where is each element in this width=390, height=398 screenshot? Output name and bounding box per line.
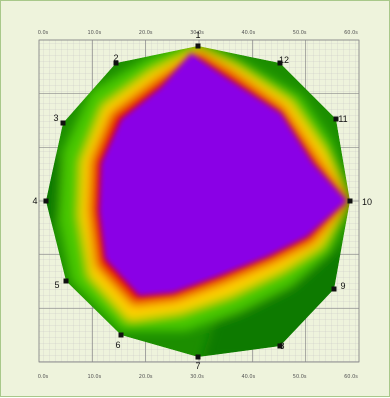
sensor-marker-7 <box>195 354 201 360</box>
bottom-axis: 0.0s 10.0s 20.0s 30.0s 40.0s 50.0s 60.0s <box>38 374 359 380</box>
bottom-tick-label: 40.0s <box>241 374 255 380</box>
top-axis: 0.0s 10.0s 20.0s 30.0s 40.0s 50.0s 60.0s <box>38 30 359 36</box>
top-tick-label: 30.0s <box>190 30 204 36</box>
bottom-tick-label: 20.0s <box>139 374 153 380</box>
top-tick-label: 60.0s <box>344 30 358 36</box>
top-tick-label: 0.0s <box>38 30 49 36</box>
bottom-tick-label: 0.0s <box>38 374 49 380</box>
heat-field <box>46 46 350 357</box>
sensor-label-10: 10 <box>362 197 372 207</box>
sensor-marker-10 <box>347 198 353 204</box>
sensor-label-7: 7 <box>195 361 200 371</box>
sensor-label-11: 11 <box>338 114 347 124</box>
sensor-label-5: 5 <box>54 280 59 290</box>
sensor-label-12: 12 <box>279 55 289 65</box>
sensor-marker-8 <box>277 343 283 349</box>
bottom-tick-label: 50.0s <box>293 374 307 380</box>
top-tick-label: 20.0s <box>139 30 153 36</box>
bottom-tick-label: 10.0s <box>87 374 101 380</box>
sensor-label-4: 4 <box>32 196 37 206</box>
bottom-tick-label: 30.0s <box>190 374 204 380</box>
sensor-marker-6 <box>118 332 124 338</box>
sensor-marker-3 <box>60 120 66 126</box>
sensor-marker-1 <box>195 43 201 49</box>
top-tick-label: 10.0s <box>87 30 101 36</box>
sensor-marker-4 <box>43 198 49 204</box>
bottom-tick-label: 60.0s <box>344 374 358 380</box>
sensor-marker-5 <box>63 278 69 284</box>
sensor-label-2: 2 <box>113 53 118 63</box>
top-tick-label: 40.0s <box>241 30 255 36</box>
sensor-label-8: 8 <box>279 341 284 351</box>
sensor-label-1: 1 <box>195 30 200 40</box>
sensor-marker-11 <box>333 116 339 122</box>
sensor-label-3: 3 <box>53 113 58 123</box>
sensor-marker-12 <box>277 60 283 66</box>
sensor-label-9: 9 <box>340 281 345 291</box>
sensor-label-6: 6 <box>115 340 120 350</box>
top-tick-label: 50.0s <box>293 30 307 36</box>
sensor-marker-9 <box>331 286 337 292</box>
sensor-marker-2 <box>113 60 119 66</box>
